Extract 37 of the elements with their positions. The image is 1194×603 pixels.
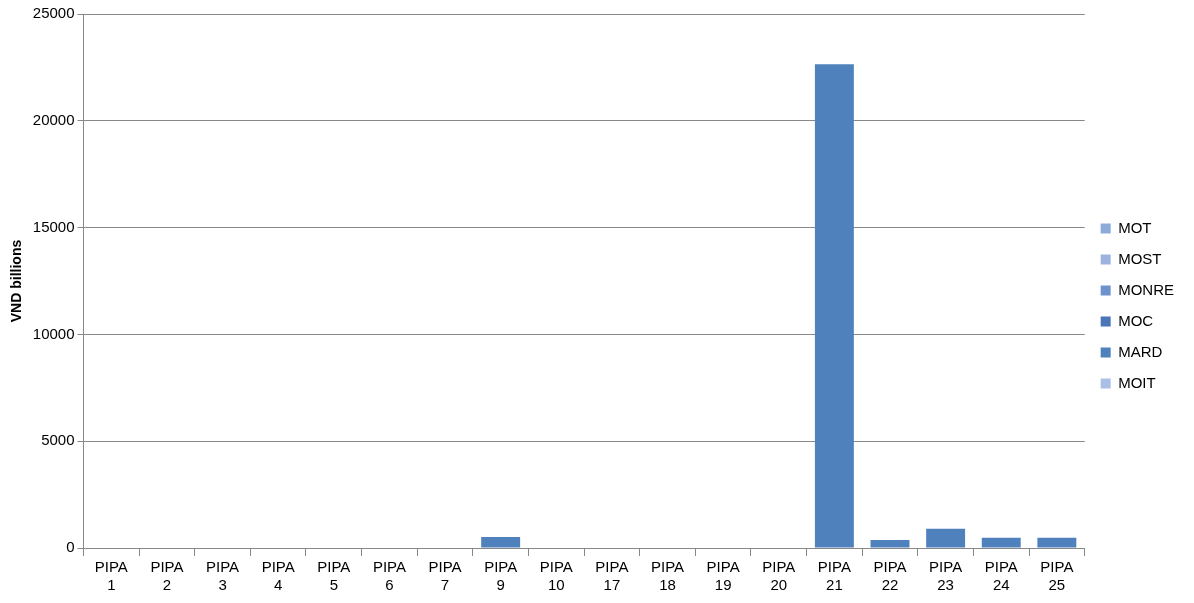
x-tick-label: PIPA 20 (762, 558, 796, 594)
y-tick-label: 0 (66, 538, 75, 556)
x-tick-label: PIPA 10 (539, 558, 573, 594)
bar (870, 539, 910, 548)
y-tick-label: 20000 (32, 110, 75, 128)
bar (1037, 537, 1077, 548)
x-tick-label: PIPA 18 (650, 558, 685, 594)
x-tick-label: PIPA 6 (372, 558, 406, 594)
y-tick-label: 15000 (32, 217, 75, 235)
y-tick-label: 10000 (32, 324, 75, 342)
legend-label: MOIT (1118, 373, 1156, 391)
x-tick-label: PIPA 24 (984, 558, 1018, 594)
x-tick-label: PIPA 25 (1040, 558, 1074, 594)
x-tick-label: PIPA 7 (428, 558, 462, 594)
y-tick-label: 5000 (41, 431, 75, 449)
x-tick-label: PIPA 1 (94, 558, 128, 594)
legend-label: MOST (1118, 249, 1162, 267)
x-tick-label: PIPA 22 (873, 558, 907, 594)
x-tick-label: PIPA 3 (206, 558, 240, 594)
legend-label: MOT (1118, 218, 1152, 236)
x-tick-label: PIPA 17 (595, 558, 629, 594)
x-tick-label: PIPA 5 (317, 558, 351, 594)
legend-label: MONRE (1118, 280, 1175, 298)
x-tick-label: PIPA 21 (817, 558, 851, 594)
legend-label: MARD (1118, 342, 1163, 360)
bar (981, 537, 1021, 548)
y-axis-title: VND billions (8, 239, 25, 323)
x-tick-label: PIPA 2 (150, 558, 184, 594)
x-tick-label: PIPA 23 (929, 558, 963, 594)
bar (926, 528, 966, 548)
bar (481, 536, 521, 548)
x-tick-label: PIPA 9 (484, 558, 518, 594)
legend-label: MOC (1118, 311, 1154, 329)
bar (814, 64, 854, 548)
x-tick-label: PIPA 19 (706, 558, 740, 594)
x-tick-label: PIPA 4 (261, 558, 295, 594)
y-tick-label: 25000 (32, 4, 75, 22)
